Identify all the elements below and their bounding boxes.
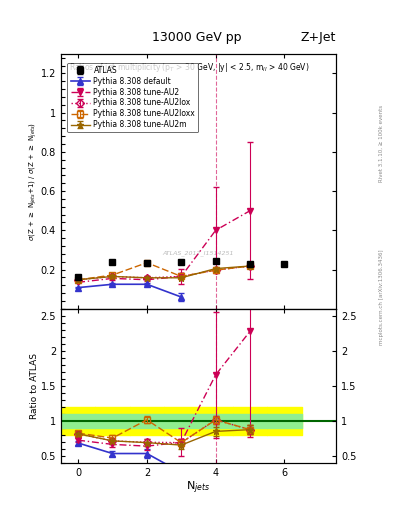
X-axis label: N$_{jets}$: N$_{jets}$ xyxy=(186,480,211,496)
Y-axis label: $\sigma$(Z + $\geq$ N$_{jets}$+1) / $\sigma$(Z + $\geq$ N$_{jets}$): $\sigma$(Z + $\geq$ N$_{jets}$+1) / $\si… xyxy=(28,122,39,241)
Text: Rivet 3.1.10, ≥ 100k events: Rivet 3.1.10, ≥ 100k events xyxy=(379,105,384,182)
Text: 13000 GeV pp: 13000 GeV pp xyxy=(152,31,241,44)
Text: Ratios of jet multiplicity (p$_{T}$ > 30 GeV, |y| < 2.5, m$_{ll}$ > 40 GeV): Ratios of jet multiplicity (p$_{T}$ > 30… xyxy=(69,61,310,74)
Legend: ATLAS, Pythia 8.308 default, Pythia 8.308 tune-AU2, Pythia 8.308 tune-AU2lox, Py: ATLAS, Pythia 8.308 default, Pythia 8.30… xyxy=(68,62,198,132)
Text: Z+Jet: Z+Jet xyxy=(301,31,336,44)
Text: ATLAS_2017_I1514251: ATLAS_2017_I1514251 xyxy=(163,250,234,255)
Text: mcplots.cern.ch [arXiv:1306.3436]: mcplots.cern.ch [arXiv:1306.3436] xyxy=(379,249,384,345)
Y-axis label: Ratio to ATLAS: Ratio to ATLAS xyxy=(30,353,39,419)
